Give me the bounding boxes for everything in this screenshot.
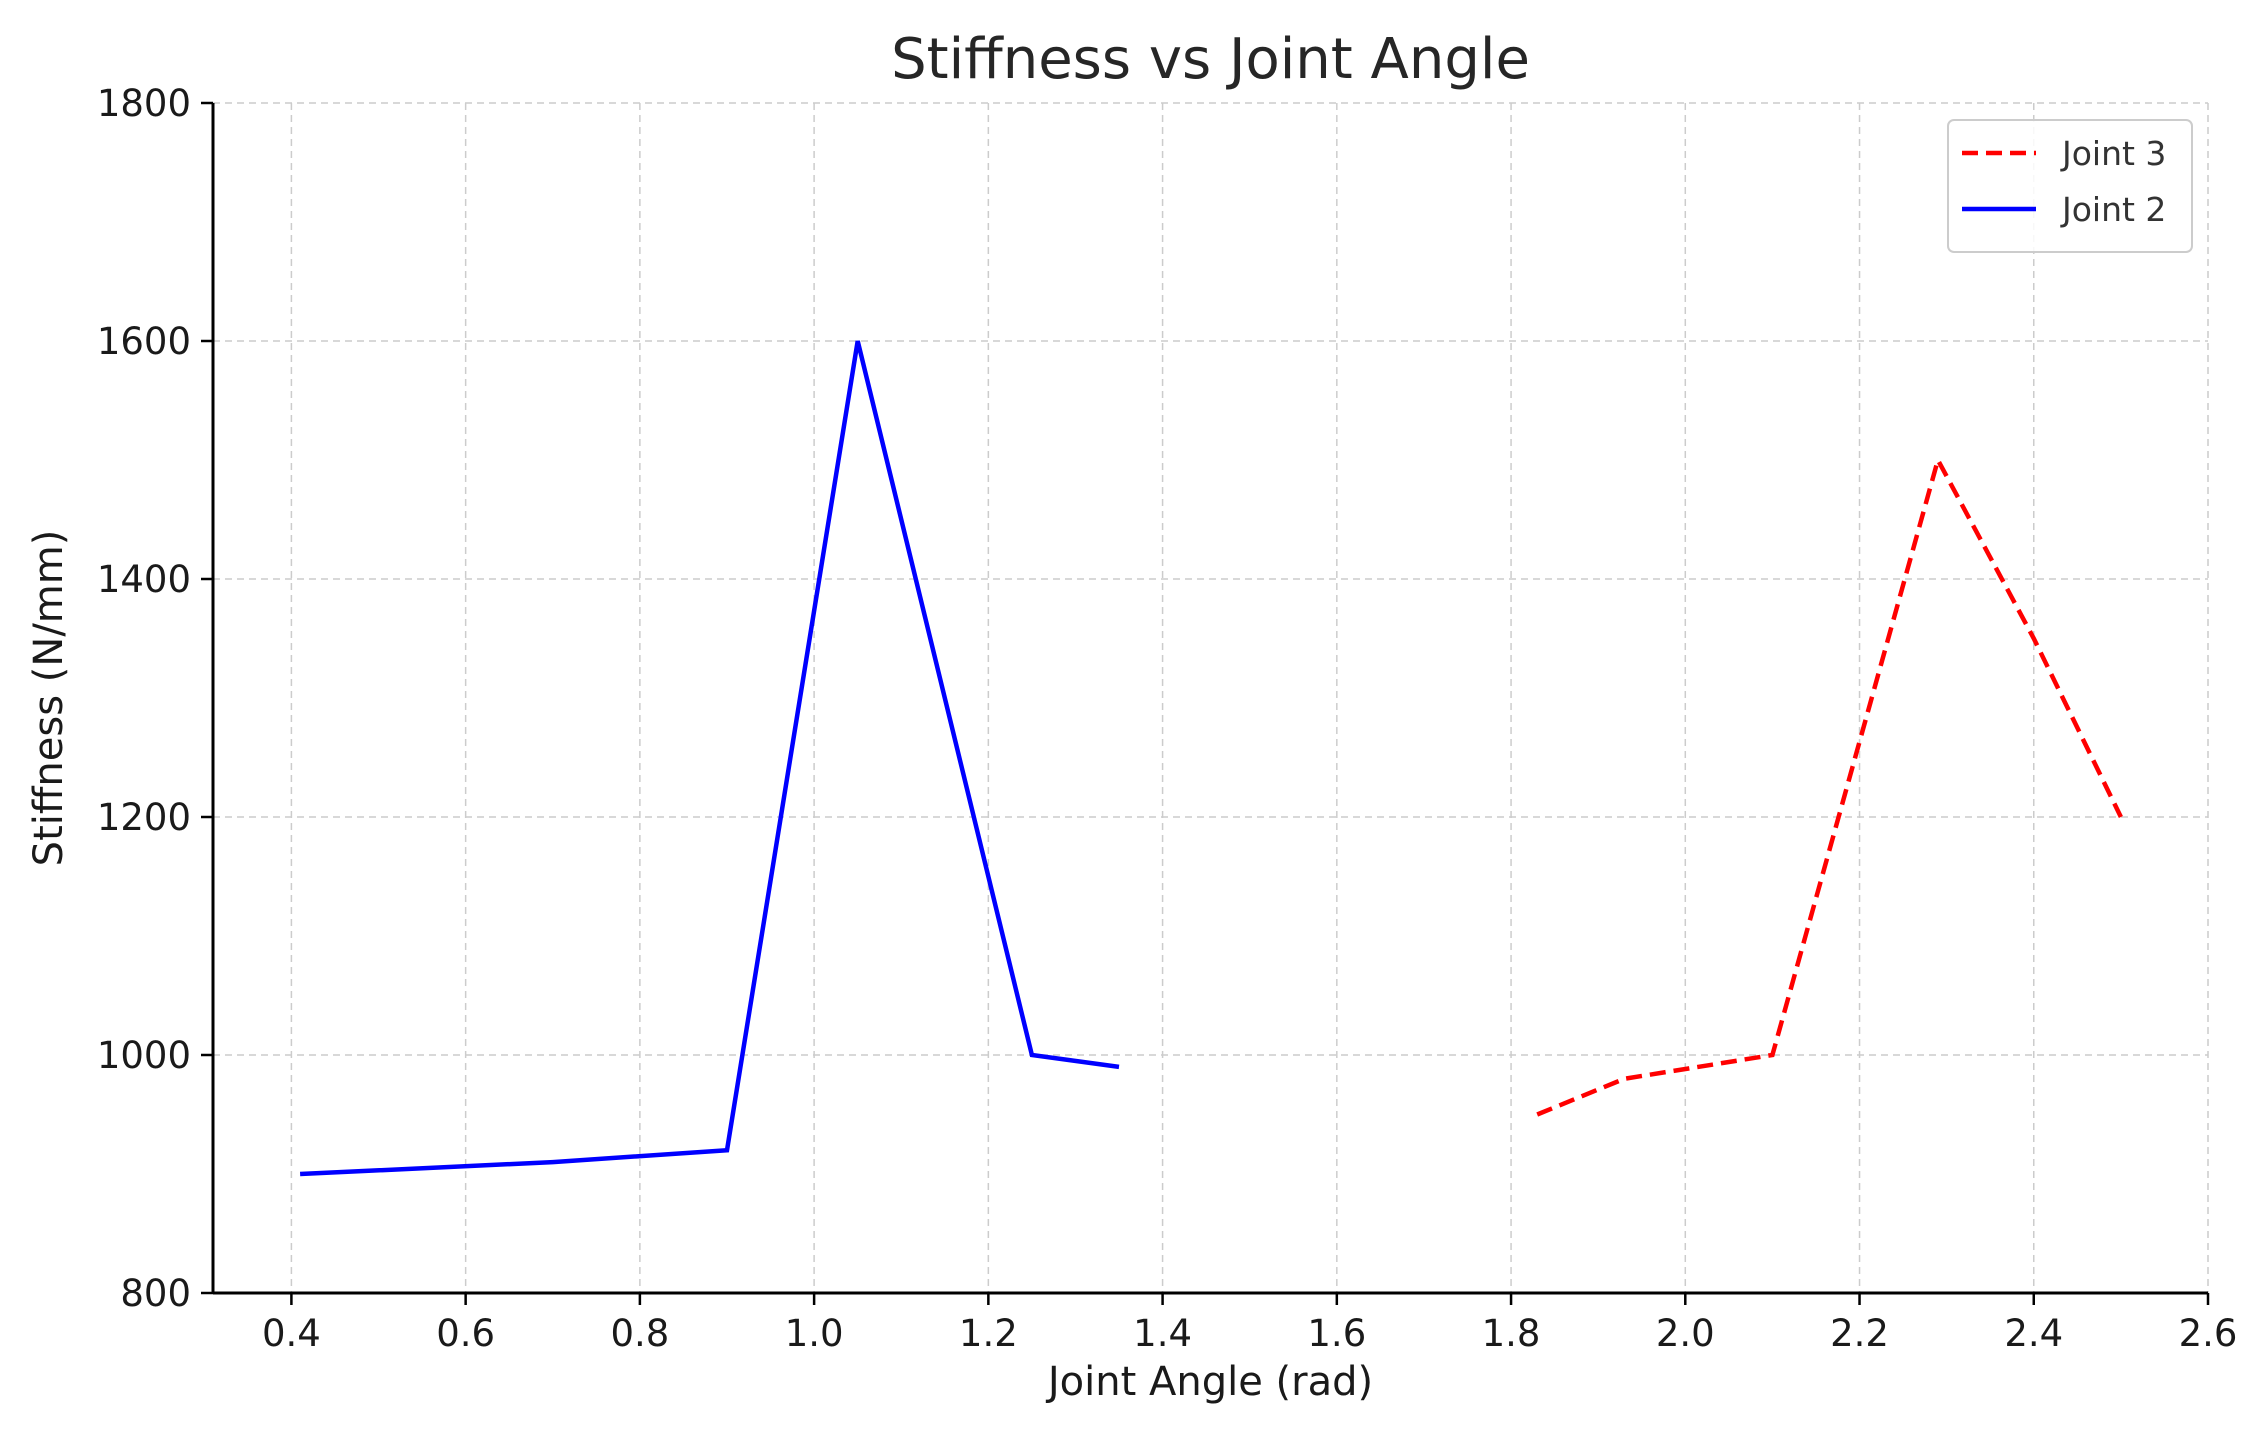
x-tick-label: 2.0 — [1656, 1312, 1715, 1355]
legend-label: Joint 2 — [2060, 190, 2166, 229]
y-tick-label: 800 — [120, 1272, 191, 1315]
y-tick-label: 1800 — [97, 82, 191, 125]
x-tick-label: 1.6 — [1307, 1312, 1366, 1355]
x-tick-label: 0.4 — [262, 1312, 321, 1355]
y-tick-label: 1200 — [97, 796, 191, 839]
x-tick-label: 2.2 — [1830, 1312, 1889, 1355]
x-tick-label: 2.4 — [2004, 1312, 2063, 1355]
y-tick-label: 1400 — [97, 558, 191, 601]
x-tick-label: 1.2 — [959, 1312, 1018, 1355]
y-axis-title: Stiffness (N/mm) — [26, 530, 72, 867]
x-tick-label: 0.8 — [610, 1312, 669, 1355]
x-tick-label: 0.6 — [436, 1312, 495, 1355]
x-tick-label: 1.8 — [1482, 1312, 1541, 1355]
x-axis-title: Joint Angle (rad) — [1045, 1359, 1373, 1405]
axes — [211, 103, 2208, 1295]
x-tick-label: 1.4 — [1133, 1312, 1192, 1355]
x-tick-label: 1.0 — [785, 1312, 844, 1355]
series-group — [299, 340, 2123, 1177]
y-tick-label: 1600 — [97, 320, 191, 363]
legend-label: Joint 3 — [2060, 134, 2166, 173]
y-tick-label: 1000 — [97, 1034, 191, 1077]
ticks: 0.4 0.6 0.8 1.0 1.2 1.4 1.6 1.8 2.0 2.2 2.4 2.6 800 1… — [97, 82, 2238, 1355]
series-line-joint-2 — [299, 340, 1120, 1177]
chart-title: Stiffness vs Joint Angle — [891, 27, 1530, 92]
x-tick-label: 2.6 — [2179, 1312, 2238, 1355]
legend-box — [1947, 119, 2193, 253]
legend: Joint 3 Joint 2 — [1947, 119, 2193, 253]
series-line-joint-3 — [1536, 454, 2123, 1117]
